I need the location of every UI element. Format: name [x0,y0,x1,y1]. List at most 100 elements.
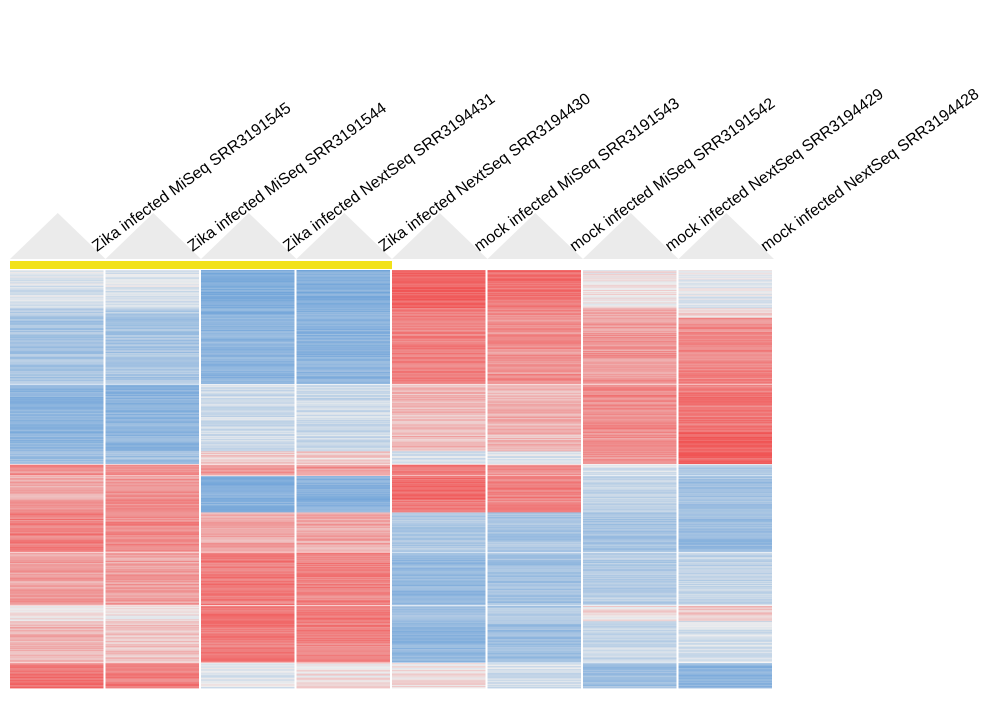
heatmap-cell[interactable] [487,549,582,551]
heatmap-cell[interactable] [583,497,677,499]
heatmap-cell[interactable] [392,488,486,490]
heatmap-cell[interactable] [678,405,773,407]
heatmap-cell[interactable] [296,560,391,562]
heatmap-cell[interactable] [487,462,582,465]
heatmap-cell[interactable] [296,542,391,545]
heatmap-cell[interactable] [392,292,486,295]
heatmap-cell[interactable] [201,338,295,341]
heatmap-cell[interactable] [105,318,200,321]
heatmap-cell[interactable] [487,672,582,675]
heatmap-cell[interactable] [296,657,391,659]
heatmap-cell[interactable] [583,582,677,584]
heatmap-cell[interactable] [10,364,104,366]
heatmap-cell[interactable] [392,466,486,468]
heatmap-cell[interactable] [296,569,391,572]
heatmap-cell[interactable] [10,417,104,420]
heatmap-cell[interactable] [392,492,486,494]
heatmap-cell[interactable] [10,462,104,465]
heatmap-cell[interactable] [583,600,677,602]
heatmap-cell[interactable] [201,282,295,284]
heatmap-cell[interactable] [296,368,391,370]
heatmap-cell[interactable] [296,314,391,317]
heatmap-cell[interactable] [201,540,295,542]
heatmap-cell[interactable] [105,535,200,537]
heatmap-cell[interactable] [678,622,773,624]
heatmap-cell[interactable] [392,479,486,481]
heatmap-cell[interactable] [487,646,582,648]
heatmap-cell[interactable] [201,499,295,501]
heatmap-cell[interactable] [201,342,295,344]
heatmap-cell[interactable] [296,305,391,307]
heatmap-cell[interactable] [392,460,486,463]
heatmap-cell[interactable] [105,518,200,520]
heatmap-cell[interactable] [296,393,391,395]
heatmap-cell[interactable] [583,394,677,396]
heatmap-cell[interactable] [201,371,295,373]
heatmap-cell[interactable] [392,300,486,302]
heatmap-cell[interactable] [487,599,582,601]
heatmap-cell[interactable] [583,503,677,506]
heatmap-cell[interactable] [678,316,773,319]
heatmap-cell[interactable] [678,374,773,377]
heatmap-cell[interactable] [678,459,773,462]
heatmap-cell[interactable] [296,345,391,347]
heatmap-cell[interactable] [392,634,486,636]
heatmap-cell[interactable] [678,492,773,494]
heatmap-cell[interactable] [392,396,486,399]
heatmap-cell[interactable] [10,370,104,372]
heatmap-cell[interactable] [583,611,677,613]
heatmap-cell[interactable] [583,613,677,615]
heatmap-cell[interactable] [678,665,773,667]
heatmap-cell[interactable] [296,429,391,431]
heatmap-cell[interactable] [487,345,582,347]
heatmap-cell[interactable] [487,510,582,512]
heatmap-cell[interactable] [487,559,582,561]
heatmap-cell[interactable] [392,277,486,279]
heatmap-cell[interactable] [201,519,295,521]
heatmap-cell[interactable] [201,560,295,562]
heatmap-cell[interactable] [392,438,486,441]
heatmap-cell[interactable] [105,287,200,289]
heatmap-cell[interactable] [105,332,200,335]
heatmap-cell[interactable] [10,303,104,305]
heatmap-cell[interactable] [201,534,295,536]
heatmap-cell[interactable] [201,596,295,598]
heatmap-cell[interactable] [201,646,295,649]
heatmap-cell[interactable] [583,522,677,525]
heatmap-cell[interactable] [392,600,486,602]
heatmap-cell[interactable] [583,605,677,608]
heatmap-cell[interactable] [296,400,391,403]
heatmap-cell[interactable] [487,543,582,546]
heatmap-cell[interactable] [583,531,677,533]
heatmap-cell[interactable] [583,477,677,479]
heatmap-cell[interactable] [487,358,582,361]
heatmap-cell[interactable] [487,394,582,396]
heatmap-cell[interactable] [583,273,677,276]
heatmap-cell[interactable] [678,429,773,431]
heatmap-cell[interactable] [678,611,773,613]
heatmap-cell[interactable] [583,277,677,279]
heatmap-cell[interactable] [296,483,391,486]
heatmap-cell[interactable] [10,395,104,397]
heatmap-cell[interactable] [392,372,486,374]
heatmap-cell[interactable] [583,438,677,441]
heatmap-cell[interactable] [678,403,773,405]
heatmap-cell[interactable] [10,367,104,369]
heatmap-cell[interactable] [392,472,486,474]
heatmap-cell[interactable] [487,342,582,344]
heatmap-cell[interactable] [678,347,773,349]
heatmap-cell[interactable] [392,583,486,586]
heatmap-cell[interactable] [487,429,582,431]
heatmap-cell[interactable] [105,646,200,649]
heatmap-cell[interactable] [678,365,773,367]
heatmap-cell[interactable] [678,667,773,670]
heatmap-cell[interactable] [105,603,200,605]
heatmap-cell[interactable] [583,322,677,324]
heatmap-cell[interactable] [678,466,773,468]
heatmap-cell[interactable] [392,337,486,340]
heatmap-cell[interactable] [583,501,677,504]
heatmap-cell[interactable] [201,395,295,398]
heatmap-cell[interactable] [487,354,582,357]
heatmap-cell[interactable] [296,335,391,338]
heatmap-cell[interactable] [105,423,200,425]
